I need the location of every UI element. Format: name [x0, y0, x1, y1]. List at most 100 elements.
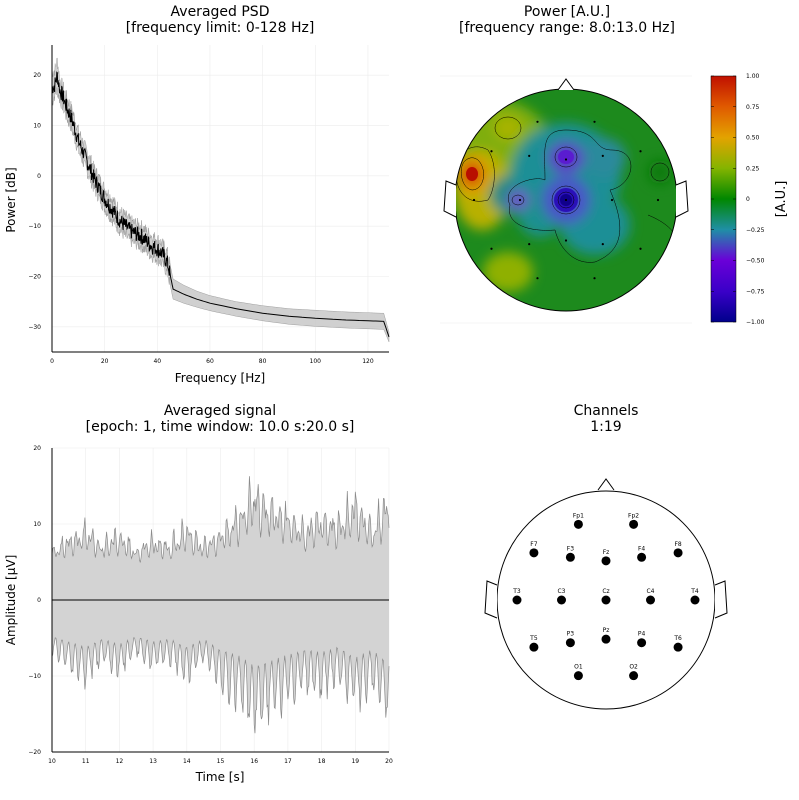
channels-right-ear-icon	[714, 580, 728, 619]
electrode-label: F7	[530, 541, 537, 548]
electrode-label: T5	[529, 635, 538, 642]
electrode-label: T6	[673, 635, 682, 642]
psd-xtick-label: 40	[153, 358, 161, 365]
colorbar-tick-label: −0.75	[746, 288, 765, 295]
signal-title: Averaged signal	[164, 403, 276, 419]
colorbar-tick-label: 1.00	[746, 73, 760, 80]
psd-xtick-label: 60	[206, 358, 214, 365]
electrode-t4	[690, 595, 700, 605]
signal-xtick-label: 19	[351, 758, 359, 765]
electrode-o1	[573, 671, 583, 681]
signal-xtick-label: 18	[318, 758, 326, 765]
colorbar-tick-label: 0.75	[746, 104, 760, 111]
psd-xtick-label: 100	[310, 358, 322, 365]
signal-xtick-label: 12	[116, 758, 124, 765]
electrode-label: F4	[638, 545, 645, 552]
topo-electrode-dot	[490, 150, 493, 153]
topo-electrode-dot	[536, 277, 539, 280]
psd-subtitle: [frequency limit: 0-128 Hz]	[126, 20, 315, 36]
topo-electrode-dot	[601, 243, 604, 246]
colorbar-tick-label: 0.50	[746, 135, 760, 142]
psd-ytick-label: −10	[28, 223, 41, 230]
electrode-fz	[601, 556, 611, 566]
electrode-c3	[557, 595, 566, 605]
signal-xlabel: Time [s]	[195, 770, 245, 784]
signal-axes: 10 11 12 13 14 15 16 17 18 19 20 20 10 0 −10 −20	[28, 445, 393, 765]
signal-xtick-label: 15	[217, 758, 225, 765]
psd-xlabel: Frequency [Hz]	[175, 371, 266, 385]
electrode-label: C3	[557, 588, 565, 595]
electrode-label: P3	[567, 631, 575, 638]
signal-xtick-label: 14	[183, 758, 191, 765]
colorbar-label: [A.U.]	[774, 181, 789, 218]
nose-icon	[557, 78, 575, 91]
electrode-t5	[529, 642, 539, 652]
colorbar-ticks: 1.00 0.75 0.50 0.25 0 −0.25 −0.50 −0.75 −1.00	[711, 73, 765, 326]
electrode-o2	[629, 671, 639, 681]
electrode-label: C4	[646, 588, 654, 595]
signal-upper-envelope	[51, 476, 390, 563]
channels-electrodes: Fp1 Fp2 F7 F3 Fz F4 F8 T3 C3 Cz C4 T4 T5 P3 Pz P4 T6 O1 O2	[512, 512, 700, 681]
electrode-label: T4	[690, 588, 699, 595]
electrode-label: Pz	[603, 627, 610, 634]
psd-xtick-label: 0	[50, 358, 54, 365]
channels-subtitle: 1:19	[590, 419, 621, 435]
topo-electrode-dot	[656, 198, 660, 202]
electrode-fp1	[573, 519, 583, 529]
psd-xtick-label: 80	[259, 358, 267, 365]
psd-title: Averaged PSD	[171, 4, 270, 20]
colorbar-tick-label: −0.25	[746, 227, 765, 234]
topo-electrode-dot	[536, 120, 539, 123]
signal-ytick-label: −20	[28, 749, 41, 756]
topo-panel: Power [A.U.] [frequency range: 8.0:13.0 …	[440, 4, 789, 326]
electrode-pz	[601, 634, 611, 644]
psd-xtick-label: 20	[101, 358, 109, 365]
topo-electrode-dot	[639, 150, 642, 153]
electrode-label: T3	[512, 588, 521, 595]
topo-electrode-dot	[518, 198, 522, 202]
topo-electrode-dot	[528, 243, 531, 246]
psd-ytick-label: 0	[37, 173, 41, 180]
electrode-t3	[512, 595, 522, 605]
electrode-f8	[673, 548, 683, 558]
electrode-label: F3	[567, 545, 574, 552]
electrode-label: O2	[629, 664, 638, 671]
signal-ytick-label: 20	[33, 445, 41, 452]
psd-line	[51, 71, 390, 338]
electrode-label: Fp1	[573, 512, 584, 519]
channels-title: Channels	[574, 403, 639, 419]
electrode-label: O1	[574, 664, 583, 671]
psd-panel: Averaged PSD [frequency limit: 0-128 Hz]…	[4, 4, 390, 385]
topo-subtitle: [frequency range: 8.0:13.0 Hz]	[459, 20, 675, 36]
psd-ytick-label: 20	[33, 72, 41, 79]
signal-xtick-label: 16	[250, 758, 258, 765]
topo-electrode-dot	[593, 277, 596, 280]
electrode-c4	[646, 595, 655, 605]
colorbar-tick-label: −0.50	[746, 258, 765, 265]
channels-left-ear-icon	[484, 580, 498, 619]
topo-electrode-dot	[610, 198, 614, 202]
electrode-label: F8	[674, 541, 681, 548]
colorbar	[710, 75, 737, 323]
signal-ytick-label: 0	[37, 597, 41, 604]
electrode-label: Fp2	[628, 512, 639, 519]
psd-xtick-label: 120	[362, 358, 374, 365]
signal-xtick-label: 11	[82, 758, 90, 765]
signal-xtick-label: 13	[149, 758, 157, 765]
electrode-p4	[637, 638, 647, 648]
electrode-label: Fz	[603, 549, 610, 556]
electrode-f4	[637, 552, 647, 562]
signal-subtitle: [epoch: 1, time window: 10.0 s:20.0 s]	[86, 419, 355, 435]
psd-band	[51, 57, 390, 342]
signal-xtick-label: 17	[284, 758, 292, 765]
topo-electrode-dot	[564, 158, 568, 161]
electrode-cz	[601, 595, 611, 605]
colorbar-tick-label: 0	[746, 196, 750, 203]
psd-ytick-label: 10	[33, 123, 41, 130]
signal-band	[52, 476, 389, 734]
signal-ylabel: Amplitude [μV]	[4, 555, 18, 646]
electrode-f3	[565, 552, 575, 562]
electrode-label: Cz	[602, 588, 609, 595]
